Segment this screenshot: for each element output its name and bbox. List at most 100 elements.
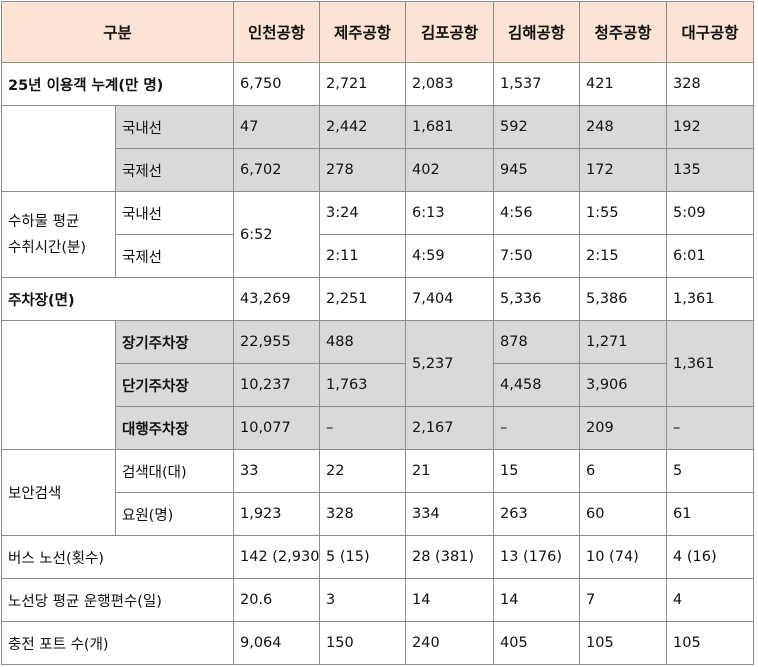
cell: 2,083	[405, 62, 494, 106]
cell: 7:50	[493, 234, 580, 278]
cell: 278	[319, 148, 406, 192]
cell: 5,237	[405, 320, 494, 407]
cell: 945	[493, 148, 580, 192]
cell: 334	[405, 492, 494, 536]
cell: 1,361	[666, 277, 754, 321]
cell: 1:55	[579, 191, 667, 235]
cell: 4,458	[493, 363, 580, 407]
cell: 6,702	[233, 148, 320, 192]
table-row: 단기주차장 10,237 1,763 4,458 3,906	[1, 363, 754, 407]
cell: 421	[579, 62, 667, 106]
header-incheon: 인천공항	[233, 1, 320, 63]
cell: 3,906	[579, 363, 667, 407]
security-lanes-label: 검색대(대)	[115, 449, 234, 493]
passengers-domestic-label: 국내선	[115, 105, 234, 149]
baggage-label-line2: 수취시간(분)	[8, 239, 87, 256]
cell: –	[493, 406, 580, 450]
table-row: 국내선 47 2,442 1,681 592 248 192	[1, 105, 754, 192]
baggage-international-label: 국제선	[115, 234, 234, 278]
cell: 5 (15)	[319, 535, 406, 579]
cell: 263	[493, 492, 580, 536]
cell: 10,077	[233, 406, 320, 450]
cell: 1,271	[579, 320, 667, 364]
cell: 5:09	[666, 191, 754, 235]
security-staff-label: 요원(명)	[115, 492, 234, 536]
cell: 9,064	[233, 621, 320, 665]
baggage-domestic-label: 국내선	[115, 191, 234, 235]
cell: 2:11	[319, 234, 406, 278]
table-row: 주차장(면) 43,269 2,251 7,404 5,336 5,386 1,…	[1, 277, 754, 321]
table-row: 25년 이용객 누계(만 명) 6,750 2,721 2,083 1,537 …	[1, 62, 754, 106]
table-row: 대행주차장 10,077 – 2,167 – 209 –	[1, 406, 754, 450]
cell: 209	[579, 406, 667, 450]
table-row: 요원(명) 1,923 328 334 263 60 61	[2, 492, 754, 536]
cell: 2,251	[319, 277, 406, 321]
cell: –	[319, 406, 406, 450]
cell: 7	[579, 578, 667, 622]
cell: 33	[233, 449, 320, 493]
cell: 2,442	[319, 105, 406, 149]
cell: 592	[493, 105, 580, 149]
header-gimhae: 김해공항	[493, 1, 580, 63]
header-daegu: 대구공항	[666, 1, 754, 63]
parking-short-term-label: 단기주차장	[115, 363, 234, 407]
header-gimpo: 김포공항	[405, 1, 494, 63]
table-row: 보안검색 검색대(대) 33 22 21 15 6 5	[1, 449, 754, 536]
cell: 142 (2,930)	[233, 535, 320, 579]
header-jeju: 제주공항	[319, 1, 406, 63]
cell: 1,681	[405, 105, 494, 149]
cell: 4:56	[493, 191, 580, 235]
cell: 10 (74)	[579, 535, 667, 579]
cell: 14	[493, 578, 580, 622]
cell: –	[666, 406, 754, 450]
cell: 105	[579, 621, 667, 665]
cell: 4:59	[405, 234, 494, 278]
cell: 5,386	[579, 277, 667, 321]
cell: 150	[319, 621, 406, 665]
cell: 2:15	[579, 234, 667, 278]
cell: 135	[666, 148, 754, 192]
cell: 13 (176)	[493, 535, 580, 579]
table-row: 국제선 6,702 278 402 945 172 135	[1, 148, 754, 192]
parking-long-term-label: 장기주차장	[115, 320, 234, 364]
parking-valet-label: 대행주차장	[115, 406, 234, 450]
cell: 47	[233, 105, 320, 149]
cell: 5	[666, 449, 754, 493]
table-row: 수하물 평균 수취시간(분) 국내선 6:52 3:24 6:13 4:56 1…	[1, 191, 754, 278]
cell: 43,269	[233, 277, 320, 321]
cell: 402	[405, 148, 494, 192]
cell: 60	[579, 492, 667, 536]
table-row: 충전 포트 수(개) 9,064 150 240 405 105 105	[1, 621, 754, 665]
cell: 4 (16)	[666, 535, 754, 579]
cell: 10,237	[233, 363, 320, 407]
cell: 105	[666, 621, 754, 665]
parking-label: 주차장(면)	[1, 277, 234, 321]
table-row: 버스 노선(횟수) 142 (2,930) 5 (15) 28 (381) 13…	[1, 535, 754, 579]
cell: 2,167	[405, 406, 494, 450]
cell: 1,923	[233, 492, 320, 536]
baggage-label: 수하물 평균 수취시간(분)	[1, 191, 116, 278]
table-row: 장기주차장 22,955 488 5,237 878 1,271 1,361	[1, 320, 754, 450]
cell: 2,721	[319, 62, 406, 106]
cell: 172	[579, 148, 667, 192]
table-row: 노선당 평균 운행편수(일) 20.6 3 14 14 7 4	[1, 578, 754, 622]
cell: 15	[493, 449, 580, 493]
cell: 192	[666, 105, 754, 149]
cell: 5,336	[493, 277, 580, 321]
cell: 248	[579, 105, 667, 149]
cell: 6,750	[233, 62, 320, 106]
baggage-label-line1: 수하물 평균	[8, 213, 80, 230]
cell: 405	[493, 621, 580, 665]
runs-label: 노선당 평균 운행편수(일)	[1, 578, 234, 622]
cell: 28 (381)	[405, 535, 494, 579]
cell: 22	[319, 449, 406, 493]
passengers-blank	[1, 105, 116, 192]
parking-blank	[1, 320, 116, 450]
header-cheongju: 청주공항	[579, 1, 667, 63]
cell: 22,955	[233, 320, 320, 364]
header-row: 구분 인천공항 제주공항 김포공항 김해공항 청주공항 대구공항	[1, 1, 754, 63]
cell: 4	[666, 578, 754, 622]
passengers-international-label: 국제선	[115, 148, 234, 192]
cell: 240	[405, 621, 494, 665]
charging-label: 충전 포트 수(개)	[1, 621, 234, 665]
